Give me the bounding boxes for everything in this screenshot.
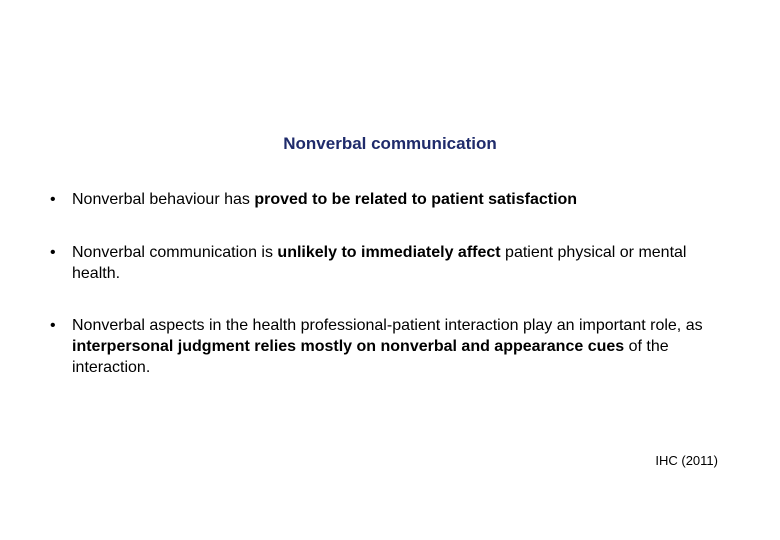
bullet-dot: • — [50, 190, 72, 211]
slide-title: Nonverbal communication — [0, 134, 780, 154]
text-run-bold: unlikely to immediately affect — [277, 244, 505, 261]
citation: IHC (2011) — [655, 453, 718, 468]
list-item: • Nonverbal communication is unlikely to… — [50, 243, 730, 285]
bullet-dot: • — [50, 316, 72, 337]
list-item: • Nonverbal aspects in the health profes… — [50, 316, 730, 378]
slide: Nonverbal communication • Nonverbal beha… — [0, 0, 780, 540]
text-run: Nonverbal communication is — [72, 244, 277, 261]
list-item: • Nonverbal behaviour has proved to be r… — [50, 190, 730, 211]
bullet-text: Nonverbal communication is unlikely to i… — [72, 243, 730, 285]
bullet-dot: • — [50, 243, 72, 264]
text-run-bold: interpersonal judgment relies mostly on … — [72, 338, 629, 355]
bullet-text: Nonverbal aspects in the health professi… — [72, 316, 730, 378]
text-run: Nonverbal behaviour has — [72, 191, 254, 208]
text-run-bold: proved to be related to patient satisfac… — [254, 191, 577, 208]
bullet-text: Nonverbal behaviour has proved to be rel… — [72, 190, 730, 211]
text-run: Nonverbal aspects in the health professi… — [72, 317, 703, 334]
bullet-list: • Nonverbal behaviour has proved to be r… — [50, 190, 730, 411]
